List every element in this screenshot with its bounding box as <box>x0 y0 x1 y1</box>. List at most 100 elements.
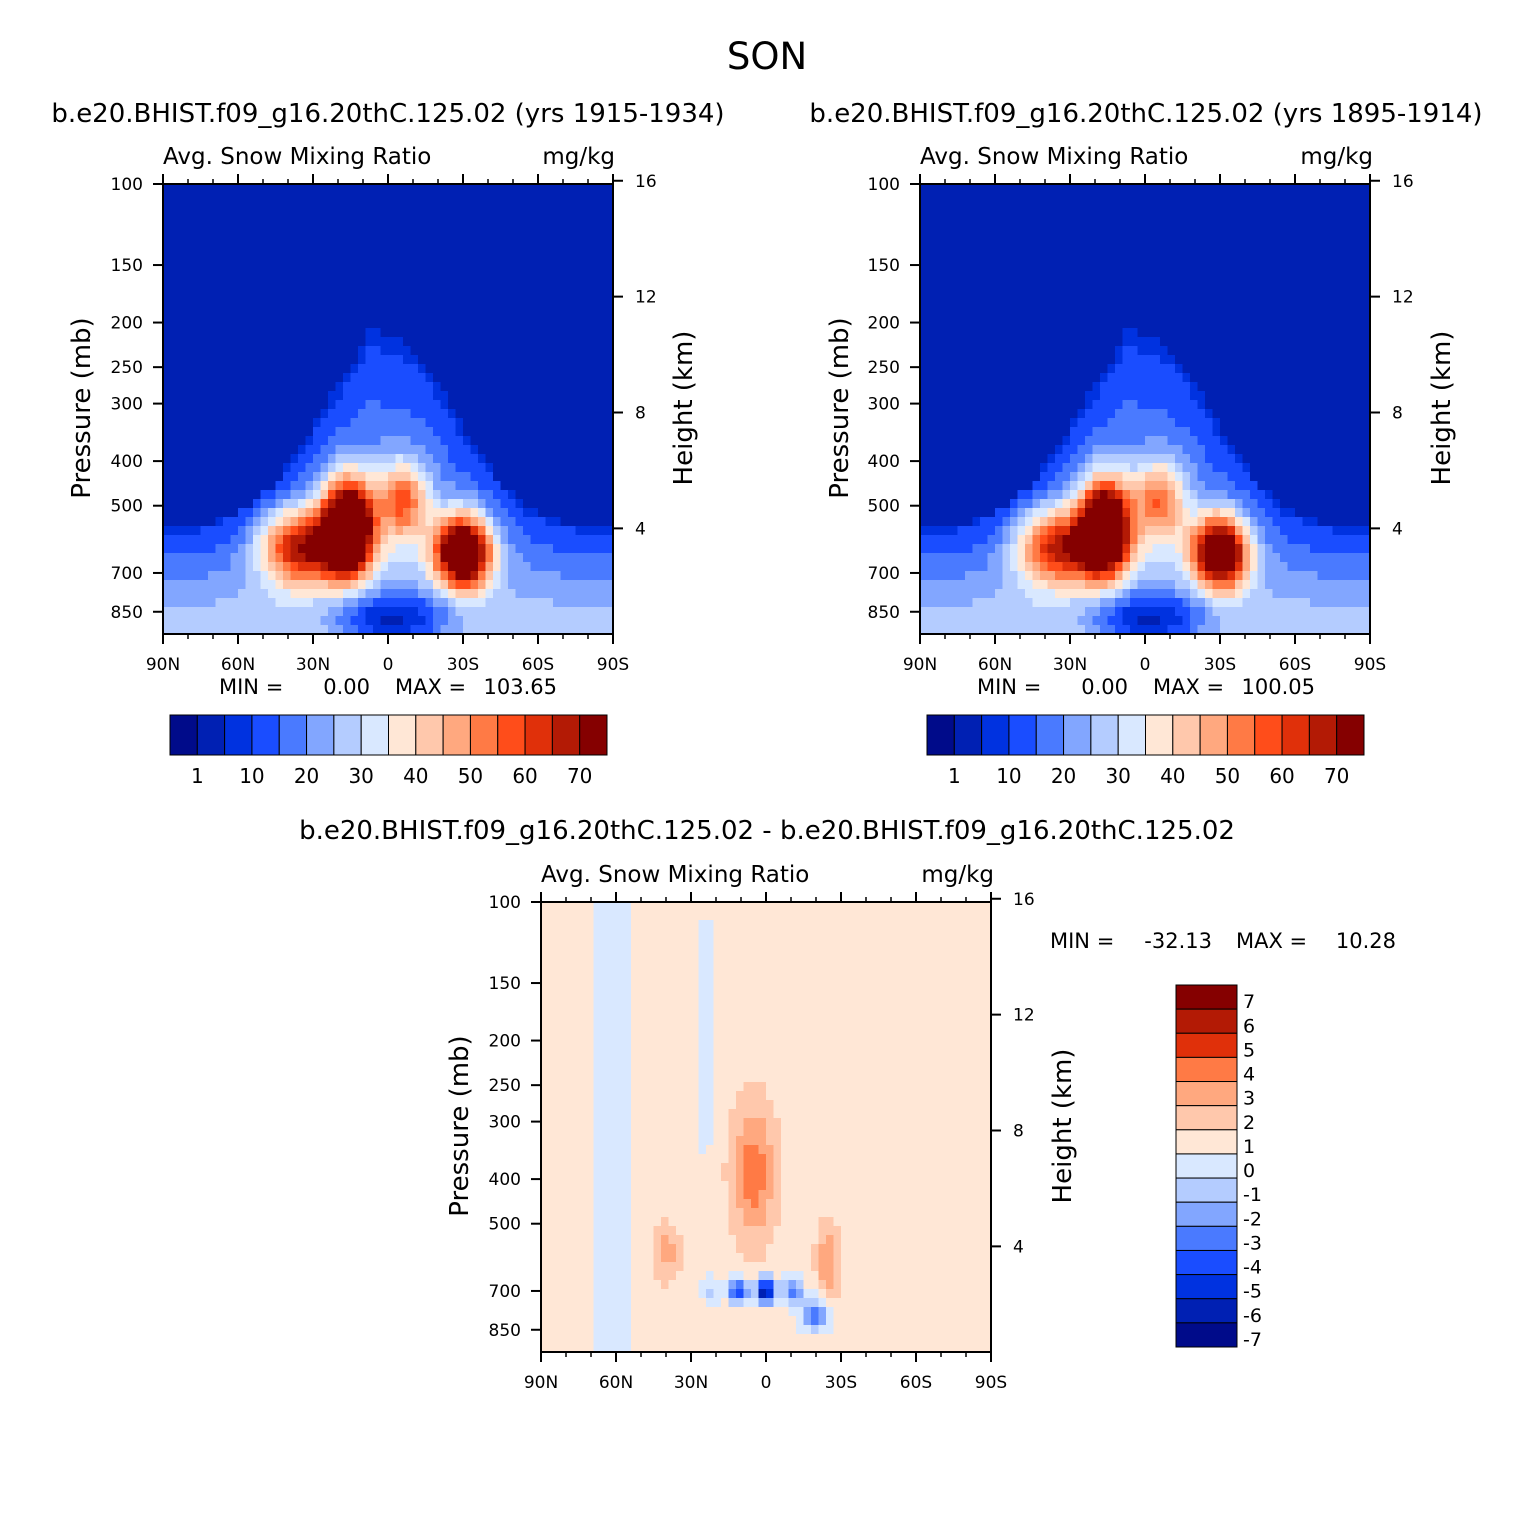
field-cell <box>283 274 292 284</box>
field-cell <box>493 490 502 500</box>
field-cell <box>425 517 434 527</box>
field-cell <box>238 310 247 320</box>
field-cell <box>583 310 592 320</box>
field-cell <box>1145 184 1154 194</box>
field-cell <box>935 445 944 455</box>
field-cell <box>410 220 419 230</box>
field-cell <box>305 625 314 635</box>
field-cell <box>253 472 262 482</box>
field-cell <box>1347 409 1356 419</box>
y-axis-right-label: Height (km) <box>669 331 699 486</box>
field-cell <box>1010 355 1019 365</box>
field-cell <box>163 229 172 239</box>
field-cell <box>1332 328 1341 338</box>
field-cell <box>185 499 194 509</box>
field-cell <box>508 355 517 365</box>
field-cell <box>1332 319 1341 329</box>
field-cell <box>995 319 1004 329</box>
field-cell <box>358 436 367 446</box>
field-cell <box>410 427 419 437</box>
field-cell <box>980 355 989 365</box>
field-cell <box>1130 247 1139 257</box>
field-cell <box>440 211 449 221</box>
field-cell <box>178 229 187 239</box>
field-cell <box>1115 445 1124 455</box>
field-cell <box>1325 247 1334 257</box>
field-cell <box>1325 364 1334 374</box>
field-cell <box>163 454 172 464</box>
field-cell <box>170 436 179 446</box>
field-cell <box>230 247 239 257</box>
field-cell <box>1137 202 1146 212</box>
field-cell <box>508 490 517 500</box>
field-cell <box>230 427 239 437</box>
field-cell <box>200 238 209 248</box>
field-cell <box>1032 319 1041 329</box>
field-cell <box>410 598 419 608</box>
colorbar-label: 70 <box>567 764 592 788</box>
field-cell <box>433 211 442 221</box>
field-cell <box>1362 310 1371 320</box>
field-cell <box>343 580 352 590</box>
field-cell <box>972 220 981 230</box>
field-cell <box>1242 382 1251 392</box>
field-cell <box>283 337 292 347</box>
field-cell <box>1092 409 1101 419</box>
field-cell <box>1040 346 1049 356</box>
field-cell <box>523 517 532 527</box>
field-cell <box>395 481 404 491</box>
field-cell <box>313 553 322 563</box>
field-cell <box>230 445 239 455</box>
field-cell <box>568 526 577 536</box>
field-cell <box>320 454 329 464</box>
field-cell <box>223 364 232 374</box>
field-cell <box>178 535 187 545</box>
field-cell <box>178 580 187 590</box>
field-cell <box>350 229 359 239</box>
field-cell <box>275 283 284 293</box>
field-cell <box>223 409 232 419</box>
field-cell <box>388 436 397 446</box>
field-cell <box>598 211 607 221</box>
field-cell <box>365 508 374 518</box>
field-cell <box>583 454 592 464</box>
field-cell <box>995 211 1004 221</box>
field-cell <box>455 382 464 392</box>
field-cell <box>1092 229 1101 239</box>
field-cell <box>605 571 614 581</box>
field-cell <box>1160 256 1169 266</box>
field-cell <box>1047 391 1056 401</box>
colorbar-swatch <box>196 714 226 756</box>
field-cell <box>163 607 172 617</box>
field-cell <box>1130 409 1139 419</box>
field-cell <box>508 283 517 293</box>
field-cell <box>575 211 584 221</box>
field-cell <box>1287 265 1296 275</box>
field-cell <box>530 553 539 563</box>
field-cell <box>253 364 262 374</box>
field-cell <box>200 220 209 230</box>
field-cell <box>350 382 359 392</box>
field-cell <box>590 373 599 383</box>
field-cell <box>1062 256 1071 266</box>
field-cell <box>1257 310 1266 320</box>
field-cell <box>260 328 269 338</box>
field-cell <box>358 445 367 455</box>
field-cell <box>410 364 419 374</box>
field-cell <box>553 274 562 284</box>
field-cell <box>500 283 509 293</box>
field-cell <box>275 490 284 500</box>
field-cell <box>193 607 202 617</box>
field-cell <box>418 328 427 338</box>
field-cell <box>1152 427 1161 437</box>
field-cell <box>530 319 539 329</box>
field-cell <box>995 247 1004 257</box>
field-cell <box>1295 247 1304 257</box>
field-cell <box>485 220 494 230</box>
field-cell <box>1280 283 1289 293</box>
field-cell <box>508 571 517 581</box>
field-cell <box>1347 238 1356 248</box>
field-cell <box>1355 409 1364 419</box>
field-cell <box>395 463 404 473</box>
field-cell <box>208 328 217 338</box>
